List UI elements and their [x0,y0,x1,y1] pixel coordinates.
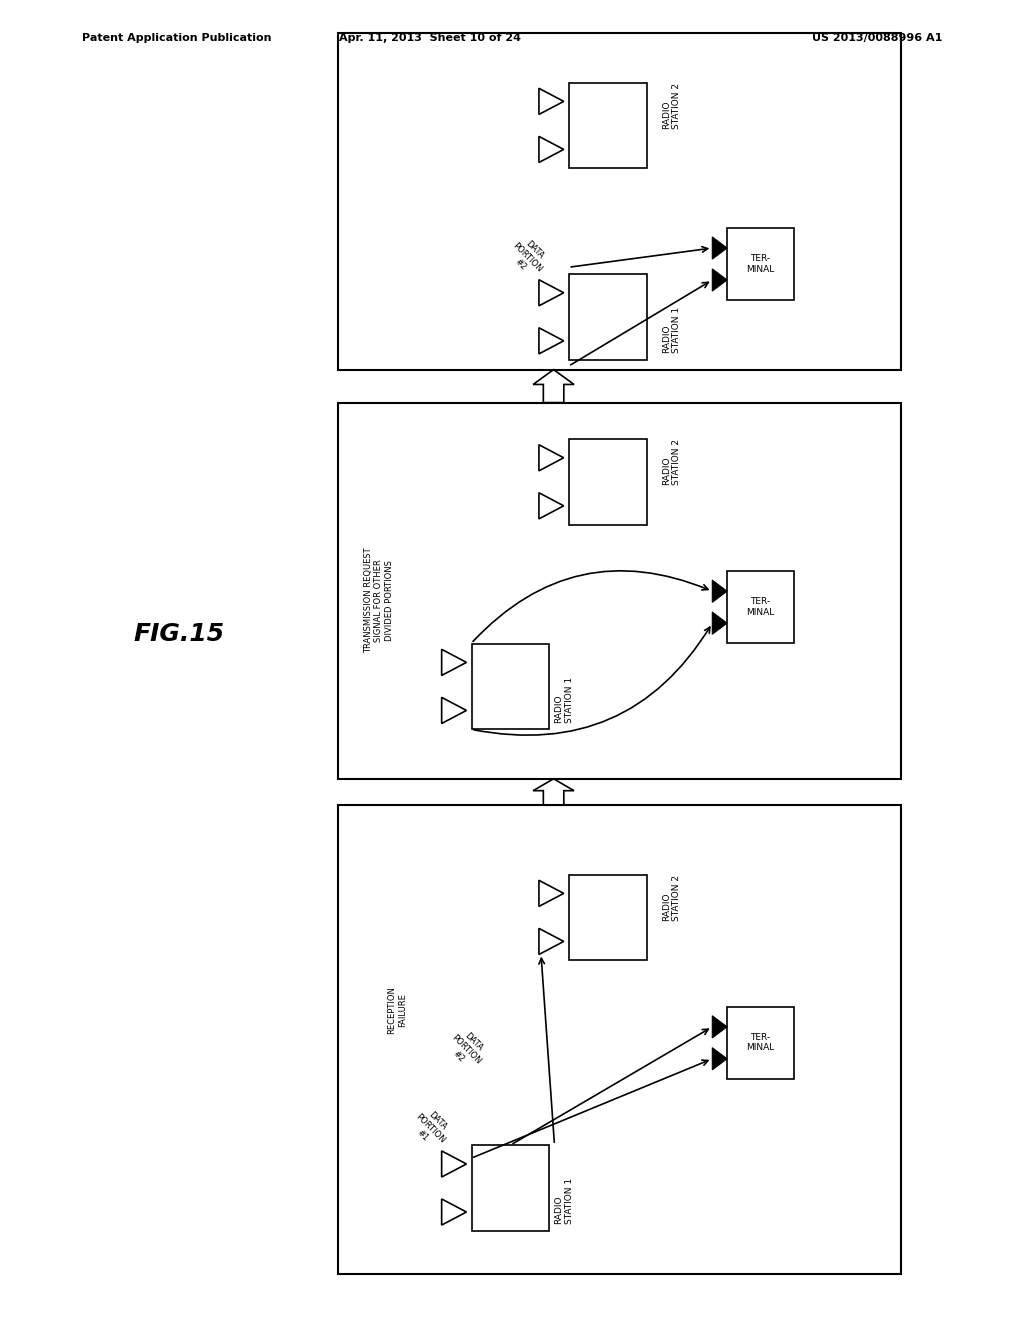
Text: RADIO
STATION 2: RADIO STATION 2 [662,440,681,484]
Text: Apr. 11, 2013  Sheet 10 of 24: Apr. 11, 2013 Sheet 10 of 24 [339,33,521,44]
Text: US 2013/0088996 A1: US 2013/0088996 A1 [812,33,942,44]
Text: TER-
MINAL: TER- MINAL [746,255,774,273]
Text: DATA
PORTION
#2: DATA PORTION #2 [442,1026,489,1073]
Text: DATA
PORTION
#1: DATA PORTION #1 [407,1105,454,1152]
Text: Patent Application Publication: Patent Application Publication [82,33,271,44]
Text: RADIO
STATION 1: RADIO STATION 1 [555,677,573,722]
Text: RADIO
STATION 2: RADIO STATION 2 [662,83,681,128]
Polygon shape [713,1016,727,1038]
Text: RADIO
STATION 2: RADIO STATION 2 [662,875,681,920]
Text: DATA
PORTION
#2: DATA PORTION #2 [504,234,551,281]
Text: RADIO
STATION 1: RADIO STATION 1 [555,1179,573,1224]
Polygon shape [713,269,727,290]
Polygon shape [713,581,727,602]
Text: TRANSMISSION REQUEST
SIGNAL FOR OTHER
DIVIDED PORTIONS: TRANSMISSION REQUEST SIGNAL FOR OTHER DI… [364,548,394,653]
Text: RECEPTION
FAILURE: RECEPTION FAILURE [388,986,407,1034]
Text: RADIO
STATION 1: RADIO STATION 1 [662,308,681,352]
Polygon shape [713,612,727,634]
Text: TER-
MINAL: TER- MINAL [746,1034,774,1052]
Text: TER-
MINAL: TER- MINAL [746,598,774,616]
Text: FIG.15: FIG.15 [134,622,224,645]
Polygon shape [713,1048,727,1069]
Polygon shape [713,238,727,259]
